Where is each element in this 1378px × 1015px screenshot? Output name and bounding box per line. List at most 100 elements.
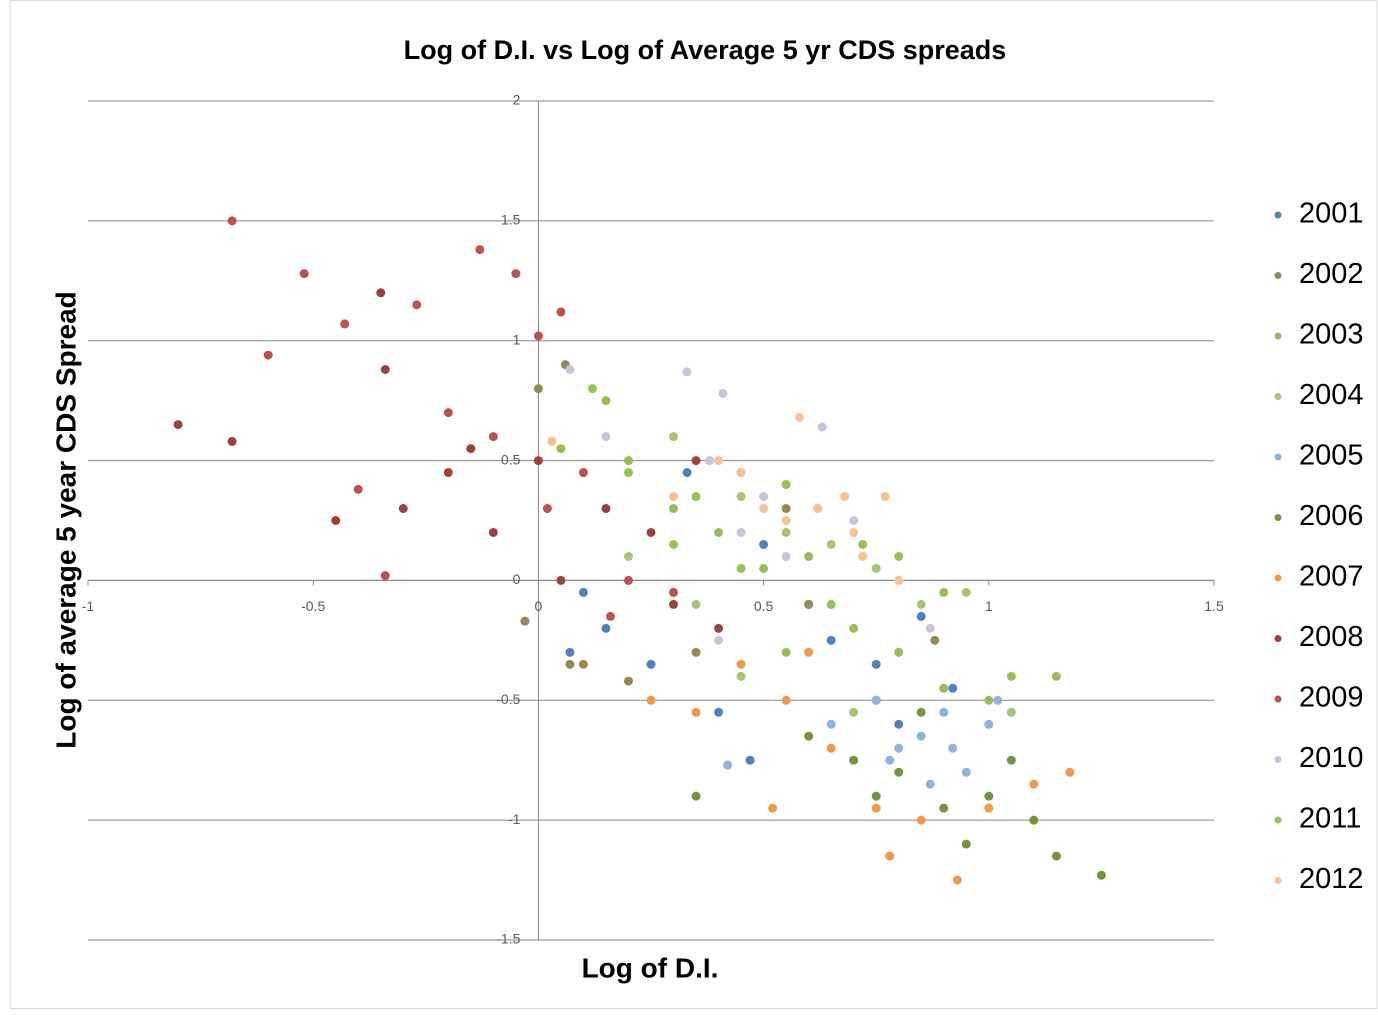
point bbox=[894, 719, 904, 729]
legend-label: 2012 bbox=[1299, 863, 1364, 895]
point bbox=[682, 367, 692, 377]
legend-label: 2005 bbox=[1299, 440, 1364, 472]
point bbox=[466, 444, 476, 454]
point bbox=[804, 599, 814, 609]
point bbox=[353, 484, 363, 494]
y-tick-label: -0.5 bbox=[496, 691, 520, 707]
point bbox=[723, 760, 733, 770]
point bbox=[623, 468, 633, 478]
point bbox=[916, 707, 926, 717]
point bbox=[885, 851, 895, 861]
point bbox=[795, 412, 805, 422]
point bbox=[691, 647, 701, 657]
point bbox=[894, 767, 904, 777]
point bbox=[781, 516, 791, 525]
point bbox=[227, 436, 237, 446]
point bbox=[916, 599, 926, 609]
point bbox=[173, 420, 183, 430]
point bbox=[1029, 779, 1039, 789]
legend-marker bbox=[1274, 332, 1282, 340]
point bbox=[1029, 815, 1039, 825]
point bbox=[916, 731, 926, 741]
point bbox=[398, 504, 408, 514]
legend-marker bbox=[1274, 574, 1282, 582]
point bbox=[781, 647, 791, 657]
point bbox=[759, 504, 769, 514]
point bbox=[849, 755, 859, 765]
point bbox=[601, 432, 611, 442]
y-tick-label: 0.5 bbox=[501, 451, 521, 467]
point bbox=[939, 683, 949, 693]
point bbox=[601, 504, 611, 514]
point bbox=[894, 551, 904, 561]
point bbox=[1006, 671, 1016, 681]
point bbox=[669, 599, 679, 609]
point bbox=[565, 364, 575, 374]
point bbox=[736, 492, 746, 502]
y-tick-label: -1 bbox=[508, 811, 521, 827]
point bbox=[894, 647, 904, 657]
point bbox=[605, 611, 615, 621]
point bbox=[804, 647, 814, 657]
point bbox=[858, 551, 868, 561]
point bbox=[718, 388, 728, 398]
point bbox=[826, 539, 836, 549]
point bbox=[984, 803, 994, 813]
point bbox=[759, 492, 769, 502]
legend-marker bbox=[1274, 393, 1282, 400]
point bbox=[691, 456, 701, 466]
point bbox=[669, 539, 679, 549]
point bbox=[759, 539, 769, 549]
point bbox=[925, 623, 935, 633]
point bbox=[781, 480, 791, 490]
point bbox=[533, 331, 543, 341]
point bbox=[443, 408, 453, 418]
point bbox=[781, 504, 791, 514]
point bbox=[520, 616, 530, 626]
point bbox=[826, 719, 836, 729]
point bbox=[880, 492, 890, 502]
x-tick-label: 1 bbox=[985, 598, 993, 614]
point bbox=[925, 779, 935, 789]
y-tick-label: 1.5 bbox=[501, 212, 521, 228]
point bbox=[623, 575, 633, 585]
point bbox=[961, 839, 971, 849]
x-tick-label: 0.5 bbox=[754, 598, 774, 614]
point bbox=[623, 456, 633, 466]
legend-label: 2001 bbox=[1299, 198, 1364, 230]
point bbox=[984, 695, 994, 705]
point bbox=[1065, 767, 1075, 777]
point bbox=[736, 527, 746, 537]
legend-marker bbox=[1274, 272, 1282, 279]
point bbox=[669, 432, 679, 442]
point bbox=[714, 456, 724, 466]
point bbox=[556, 575, 566, 585]
point bbox=[714, 707, 724, 717]
x-axis-title: Log of D.I. bbox=[582, 952, 719, 983]
point bbox=[894, 575, 904, 585]
y-tick-label: -1.5 bbox=[496, 931, 520, 947]
point bbox=[669, 587, 679, 597]
point bbox=[948, 743, 958, 753]
point bbox=[565, 659, 575, 669]
point bbox=[376, 288, 386, 298]
point bbox=[939, 803, 949, 813]
legend-marker bbox=[1274, 695, 1282, 703]
point bbox=[578, 659, 588, 669]
point bbox=[331, 516, 341, 525]
point bbox=[682, 468, 692, 478]
legend-label: 2010 bbox=[1299, 742, 1364, 774]
point bbox=[556, 444, 566, 454]
point bbox=[781, 551, 791, 561]
point bbox=[340, 319, 350, 329]
point bbox=[691, 492, 701, 502]
point bbox=[556, 307, 566, 317]
point bbox=[826, 743, 836, 753]
point bbox=[781, 695, 791, 705]
point bbox=[804, 551, 814, 561]
point bbox=[714, 623, 724, 633]
point bbox=[488, 527, 498, 537]
point bbox=[227, 216, 237, 226]
point bbox=[646, 695, 656, 705]
point bbox=[894, 743, 904, 753]
